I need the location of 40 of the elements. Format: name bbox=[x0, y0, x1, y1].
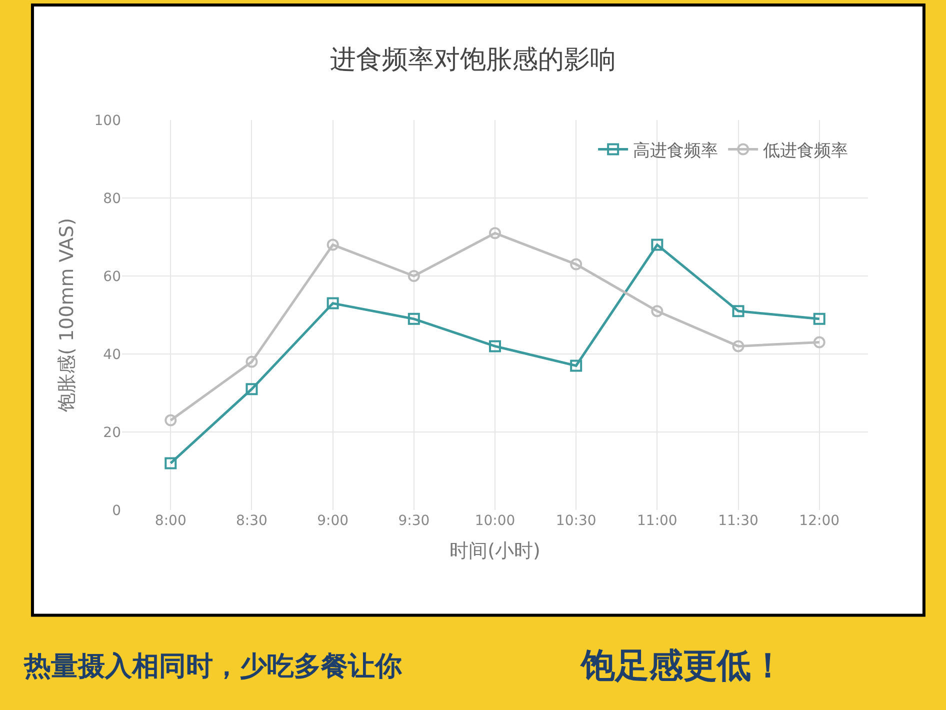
legend-label: 高进食频率 bbox=[633, 140, 718, 161]
y-tick-label: 20 bbox=[103, 424, 121, 441]
chart-title: 进食频率对饱胀感的影响 bbox=[330, 44, 616, 75]
point bbox=[732, 340, 744, 352]
x-tick-label: 10:00 bbox=[474, 513, 516, 529]
point bbox=[570, 360, 582, 372]
point bbox=[408, 270, 420, 282]
y-tick-label: 60 bbox=[103, 268, 121, 285]
point bbox=[651, 305, 664, 318]
x-tick-label: 10:30 bbox=[556, 513, 596, 529]
y-tick-label: 80 bbox=[103, 190, 121, 207]
point bbox=[732, 305, 744, 318]
point bbox=[326, 297, 339, 310]
x-tick-label: 11:00 bbox=[636, 513, 678, 529]
point bbox=[651, 238, 664, 251]
point bbox=[570, 258, 582, 270]
point bbox=[246, 356, 258, 368]
y-tick-label: 40 bbox=[103, 346, 121, 363]
y-axis-title: 饱胀感( 100mm VAS) bbox=[56, 218, 78, 414]
x-tick-label: 8:30 bbox=[236, 513, 268, 529]
x-axis-title: 时间(小时) bbox=[450, 540, 540, 562]
point bbox=[408, 312, 420, 325]
x-tick-label: 9:30 bbox=[398, 513, 430, 529]
x-tick-label: 9:00 bbox=[317, 513, 349, 529]
point bbox=[326, 238, 339, 251]
x-tick-label: 11:30 bbox=[718, 513, 758, 529]
text: 饱足感更低！ bbox=[579, 646, 785, 686]
x-tick-label: 8:00 bbox=[154, 513, 186, 529]
point bbox=[489, 340, 501, 352]
point bbox=[813, 336, 826, 348]
point bbox=[489, 227, 501, 240]
text: 热量摄入相同时，少吃多餐让你 bbox=[23, 651, 403, 682]
point bbox=[164, 414, 177, 426]
y-tick-label: 100 bbox=[94, 112, 121, 129]
point bbox=[246, 383, 258, 396]
y-tick-label: 0 bbox=[112, 502, 121, 519]
point bbox=[813, 312, 826, 325]
x-tick-label: 12:00 bbox=[799, 513, 840, 529]
legend-label: 低进食频率 bbox=[763, 140, 848, 161]
point bbox=[164, 457, 177, 470]
